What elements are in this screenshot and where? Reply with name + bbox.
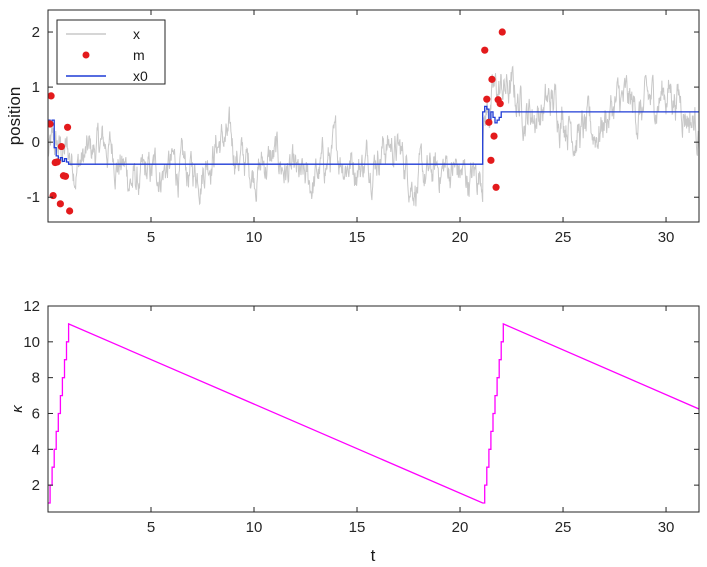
legend: x m x0 bbox=[56, 19, 166, 85]
legend-box bbox=[56, 19, 166, 85]
kappa-xtick-label: 10 bbox=[246, 519, 263, 536]
position-ytick-label: 2 bbox=[32, 24, 40, 41]
kappa-ytick-label: 6 bbox=[32, 405, 40, 422]
legend-x0-label: x0 bbox=[133, 68, 148, 84]
kappa-plot-frame bbox=[47, 305, 700, 513]
kappa-axis-label: κ bbox=[9, 404, 26, 413]
series-m-point bbox=[485, 118, 493, 126]
series-m-point bbox=[56, 200, 64, 208]
series-x-line bbox=[48, 65, 699, 207]
series-m-point bbox=[496, 100, 504, 108]
kappa-xtick-label: 15 bbox=[349, 519, 366, 536]
series-m-point bbox=[49, 191, 57, 200]
position-xtick-label: 5 bbox=[147, 229, 155, 246]
series-m-point bbox=[63, 123, 72, 131]
position-xtick-label: 25 bbox=[555, 229, 572, 246]
kappa-ticks: 5 10 15 20 25 30 2 4 6 8 10 12 bbox=[23, 298, 700, 536]
series-m-point bbox=[481, 46, 489, 54]
t-axis-label: t bbox=[371, 546, 376, 565]
position-frame-border bbox=[47, 9, 700, 223]
kappa-ytick-label: 8 bbox=[32, 370, 40, 387]
series-m-point bbox=[57, 142, 65, 151]
series-m-point bbox=[492, 183, 500, 191]
series-m-point bbox=[487, 156, 495, 164]
series-kappa-line bbox=[48, 322, 699, 504]
kappa-panel: 5 10 15 20 25 30 2 4 6 8 10 12 κ t bbox=[9, 298, 700, 565]
kappa-xtick-label: 30 bbox=[658, 519, 675, 536]
kappa-frame-border bbox=[47, 305, 700, 513]
legend-m-label: m bbox=[133, 47, 145, 63]
series-m-point bbox=[61, 172, 70, 180]
kappa-ytick-label: 12 bbox=[23, 298, 40, 315]
position-xtick-label: 15 bbox=[349, 229, 366, 246]
series-m-point bbox=[498, 28, 506, 36]
kappa-xtick-label: 5 bbox=[147, 519, 155, 536]
kappa-ytick-label: 4 bbox=[32, 441, 40, 458]
position-axis-label: position bbox=[5, 87, 24, 146]
series-m-point bbox=[488, 75, 496, 83]
series-m-point bbox=[66, 207, 74, 215]
position-ticks: 5 10 15 20 25 30 -1 0 1 2 bbox=[27, 9, 700, 246]
legend-m-swatch bbox=[82, 51, 90, 59]
position-panel: 5 10 15 20 25 30 -1 0 1 2 position x m x0 bbox=[5, 9, 700, 246]
legend-x-label: x bbox=[133, 26, 140, 42]
series-m-point bbox=[48, 92, 55, 100]
kappa-ytick-label: 2 bbox=[32, 477, 40, 494]
position-ytick-label: 1 bbox=[32, 79, 40, 96]
position-ytick-label: 0 bbox=[32, 134, 40, 151]
kappa-ytick-label: 10 bbox=[23, 334, 40, 351]
series-m-point bbox=[483, 95, 491, 103]
position-ytick-label: -1 bbox=[27, 189, 40, 206]
position-xtick-label: 20 bbox=[452, 229, 469, 246]
position-xtick-label: 10 bbox=[246, 229, 263, 246]
series-m-point bbox=[48, 120, 54, 128]
kappa-xtick-label: 20 bbox=[452, 519, 469, 536]
position-xtick-label: 30 bbox=[658, 229, 675, 246]
series-m-point bbox=[53, 158, 61, 166]
series-m-point bbox=[490, 132, 498, 140]
kappa-xtick-label: 25 bbox=[555, 519, 572, 536]
series-x0-line bbox=[48, 105, 699, 165]
